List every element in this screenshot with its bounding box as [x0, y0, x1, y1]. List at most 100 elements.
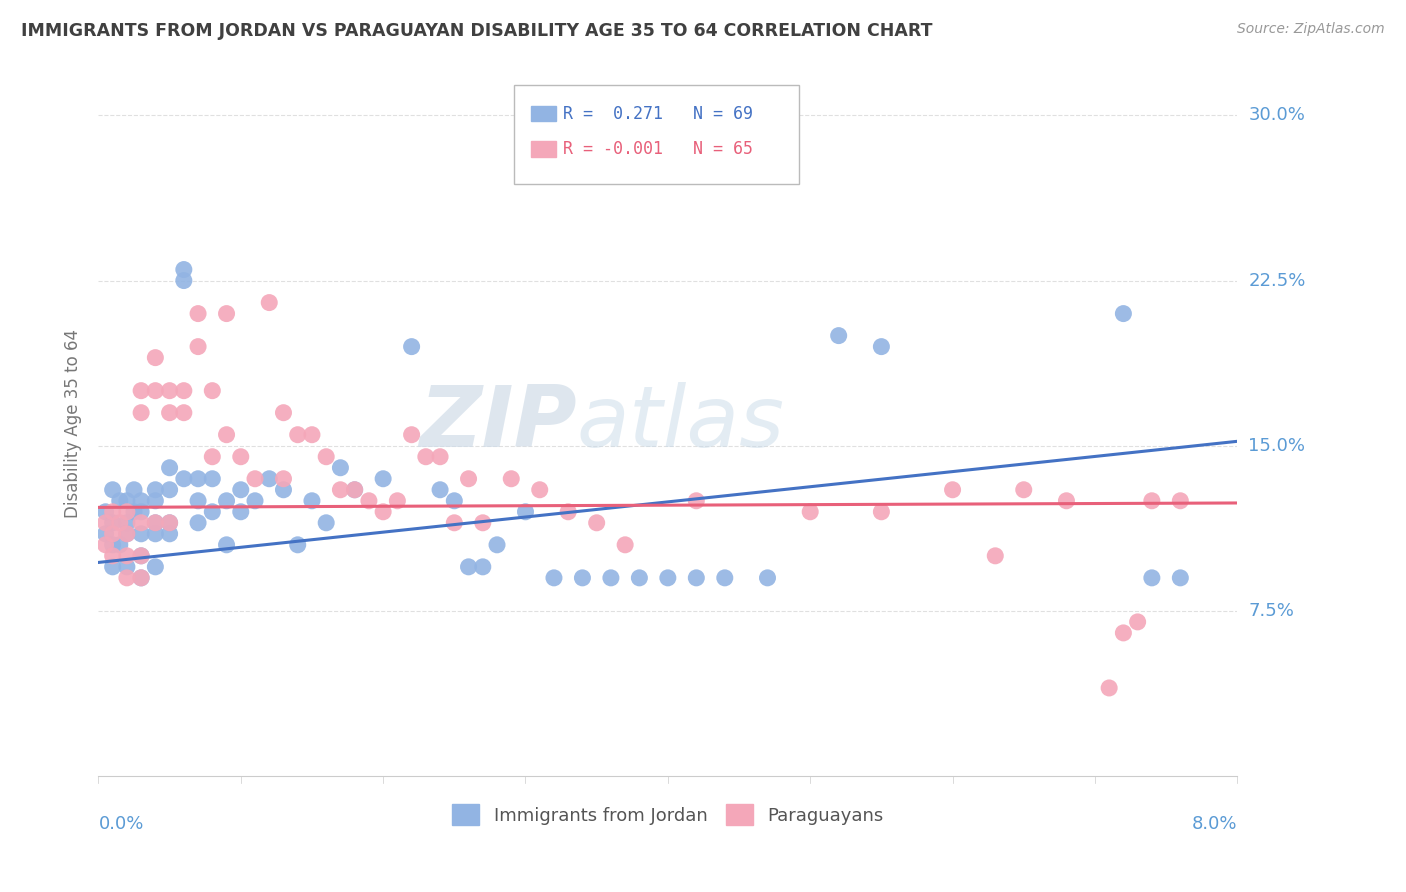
Point [315, 450, 337, 464]
Point [515, 505, 537, 519]
Point [187, 493, 209, 508]
Point [145, 516, 167, 530]
Point [628, 571, 651, 585]
Point [1112, 626, 1135, 640]
Point [243, 472, 266, 486]
Point [101, 483, 124, 497]
Point [115, 516, 138, 530]
Point [115, 505, 138, 519]
Point [229, 450, 252, 464]
Point [343, 483, 366, 497]
Point [1112, 307, 1135, 321]
Point [229, 483, 252, 497]
Point [443, 493, 465, 508]
Point [108, 516, 131, 530]
Point [585, 516, 607, 530]
Point [259, 472, 281, 486]
Point [129, 549, 152, 563]
Point [371, 505, 394, 519]
Point [101, 549, 124, 563]
Text: ZIP: ZIP [419, 382, 576, 466]
Text: 0.0%: 0.0% [98, 814, 143, 833]
Point [315, 516, 337, 530]
Point [173, 406, 195, 420]
Point [129, 493, 152, 508]
Point [301, 427, 323, 442]
Point [471, 559, 494, 574]
Point [1170, 493, 1192, 508]
Point [159, 483, 181, 497]
Point [357, 493, 380, 508]
Point [571, 571, 593, 585]
Text: 7.5%: 7.5% [1249, 602, 1295, 620]
Text: R =  0.271   N = 69: R = 0.271 N = 69 [562, 104, 754, 122]
Text: R = -0.001   N = 65: R = -0.001 N = 65 [562, 140, 754, 158]
Point [108, 493, 131, 508]
Legend: Immigrants from Jordan, Paraguayans: Immigrants from Jordan, Paraguayans [443, 795, 893, 834]
Point [557, 505, 579, 519]
Point [129, 571, 152, 585]
Point [799, 505, 821, 519]
Point [486, 538, 509, 552]
Point [443, 516, 465, 530]
Point [501, 472, 523, 486]
Point [457, 472, 479, 486]
Point [329, 483, 352, 497]
FancyBboxPatch shape [515, 86, 799, 184]
Point [1140, 493, 1163, 508]
Text: 30.0%: 30.0% [1249, 106, 1305, 124]
Point [101, 516, 124, 530]
Point [600, 571, 623, 585]
Point [942, 483, 965, 497]
Point [101, 538, 124, 552]
Point [94, 538, 117, 552]
Point [1012, 483, 1035, 497]
Point [159, 516, 181, 530]
Point [115, 493, 138, 508]
Point [94, 505, 117, 519]
Point [429, 483, 451, 497]
Point [145, 493, 167, 508]
Point [159, 516, 181, 530]
Point [984, 549, 1007, 563]
Point [387, 493, 409, 508]
Point [129, 384, 152, 398]
Point [529, 483, 551, 497]
Point [1170, 571, 1192, 585]
Point [1126, 615, 1149, 629]
Point [94, 516, 117, 530]
Point [173, 262, 195, 277]
Point [273, 472, 295, 486]
Point [159, 460, 181, 475]
Point [145, 559, 167, 574]
Point [187, 307, 209, 321]
Point [1056, 493, 1078, 508]
Point [828, 328, 851, 343]
Point [145, 526, 167, 541]
Point [115, 559, 138, 574]
Point [401, 427, 423, 442]
Point [115, 526, 138, 541]
Point [543, 571, 565, 585]
Point [329, 460, 352, 475]
Point [401, 340, 423, 354]
Y-axis label: Disability Age 35 to 64: Disability Age 35 to 64 [65, 329, 83, 518]
Point [259, 295, 281, 310]
Bar [531, 106, 557, 121]
Point [101, 559, 124, 574]
Text: Source: ZipAtlas.com: Source: ZipAtlas.com [1237, 22, 1385, 37]
Point [159, 384, 181, 398]
Point [129, 406, 152, 420]
Point [145, 384, 167, 398]
Point [115, 549, 138, 563]
Point [756, 571, 779, 585]
Point [159, 406, 181, 420]
Point [101, 505, 124, 519]
Text: atlas: atlas [576, 382, 785, 466]
Point [685, 571, 707, 585]
Point [129, 526, 152, 541]
Point [870, 505, 893, 519]
Point [471, 516, 494, 530]
Text: 22.5%: 22.5% [1249, 271, 1306, 290]
Point [273, 406, 295, 420]
